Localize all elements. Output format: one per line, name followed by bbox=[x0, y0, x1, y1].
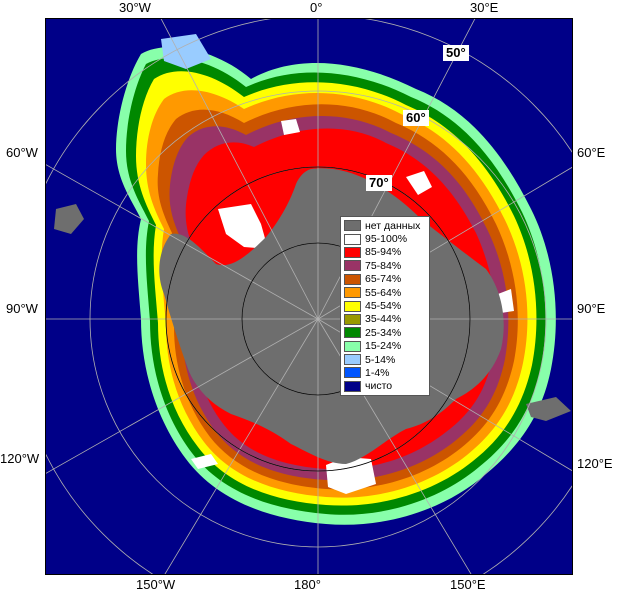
legend-swatch bbox=[344, 287, 361, 299]
ice-patch-white-2 bbox=[281, 119, 300, 135]
lon-label-150w: 150°W bbox=[136, 577, 176, 592]
meridian-120w bbox=[46, 318, 319, 474]
legend-label: 15-24% bbox=[365, 340, 402, 353]
legend-item: 65-74% bbox=[344, 273, 426, 286]
legend-item: 95-100% bbox=[344, 232, 426, 245]
lon-label-90w: 90°W bbox=[6, 301, 38, 316]
legend-item: 45-54% bbox=[344, 299, 426, 312]
legend-label: 25-34% bbox=[365, 326, 402, 339]
legend-swatch bbox=[344, 327, 361, 339]
lat-label-50: 50° bbox=[443, 45, 469, 61]
legend-label: 65-74% bbox=[365, 273, 402, 286]
legend-item: 75-84% bbox=[344, 259, 426, 272]
sea-ice-map bbox=[45, 18, 573, 575]
legend-swatch bbox=[344, 340, 361, 352]
legend-item: 15-24% bbox=[344, 340, 426, 353]
legend-swatch bbox=[344, 354, 361, 366]
legend-swatch bbox=[344, 233, 361, 245]
legend-swatch bbox=[344, 220, 361, 232]
legend-swatch bbox=[344, 260, 361, 272]
legend-label: 45-54% bbox=[365, 300, 402, 313]
legend-label: 75-84% bbox=[365, 259, 402, 272]
legend-item: чисто bbox=[344, 380, 426, 393]
legend-label: 1-4% bbox=[365, 366, 390, 379]
lon-label-90e: 90°E bbox=[577, 301, 606, 316]
legend-label: 5-14% bbox=[365, 353, 396, 366]
lon-label-120e: 120°E bbox=[577, 456, 613, 471]
lat-label-70: 70° bbox=[366, 175, 392, 191]
meridian-30w bbox=[160, 19, 319, 320]
land-no-data-east bbox=[526, 397, 571, 421]
lon-label-0: 0° bbox=[310, 0, 323, 15]
legend-label: нет данных bbox=[365, 219, 421, 232]
legend-swatch bbox=[344, 313, 361, 325]
meridian-60w bbox=[46, 164, 319, 320]
lon-label-150e: 150°E bbox=[450, 577, 486, 592]
legend-swatch bbox=[344, 246, 361, 258]
lon-label-120w: 120°W bbox=[0, 451, 40, 466]
lon-label-60w: 60°W bbox=[6, 145, 38, 160]
ice-patch-white-3 bbox=[406, 171, 432, 195]
ice-patch-white-1 bbox=[218, 204, 268, 249]
legend-swatch bbox=[344, 367, 361, 379]
legend-item: 1-4% bbox=[344, 366, 426, 379]
legend-label: чисто bbox=[365, 380, 393, 393]
meridian-150w bbox=[164, 318, 319, 574]
inner-circle-70 bbox=[165, 166, 471, 472]
legend-swatch bbox=[344, 380, 361, 392]
ice-patch-white-6 bbox=[191, 454, 218, 469]
land-no-data-west bbox=[54, 204, 84, 234]
legend-item: 25-34% bbox=[344, 326, 426, 339]
legend-item: 5-14% bbox=[344, 353, 426, 366]
legend-item: 55-64% bbox=[344, 286, 426, 299]
ice-patch-white-5 bbox=[326, 457, 376, 494]
legend-item: 35-44% bbox=[344, 313, 426, 326]
legend-item: 85-94% bbox=[344, 246, 426, 259]
legend-label: 85-94% bbox=[365, 246, 402, 259]
legend-swatch bbox=[344, 273, 361, 285]
legend-item: нет данных bbox=[344, 219, 426, 232]
lon-label-180: 180° bbox=[294, 577, 321, 592]
legend-label: 55-64% bbox=[365, 286, 402, 299]
legend-label: 95-100% bbox=[365, 233, 408, 246]
lon-label-30e: 30°E bbox=[470, 0, 499, 15]
lat-label-60: 60° bbox=[403, 110, 429, 126]
sea-ice-map-svg bbox=[46, 19, 572, 574]
legend-swatch bbox=[344, 300, 361, 312]
lon-label-30w: 30°W bbox=[119, 0, 151, 15]
lon-label-60e: 60°E bbox=[577, 145, 606, 160]
legend-label: 35-44% bbox=[365, 313, 402, 326]
concentration-legend: нет данных 95-100% 85-94% 75-84% 65-74% 55-64… bbox=[340, 216, 430, 397]
